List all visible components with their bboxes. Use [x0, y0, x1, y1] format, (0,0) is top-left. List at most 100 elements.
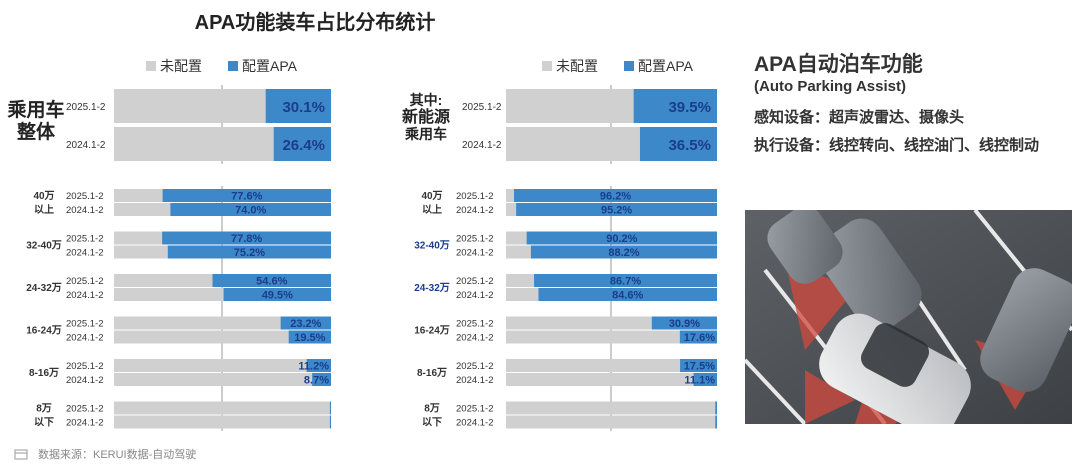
segment-label: 40万 — [33, 190, 54, 202]
right-overall-label-line1: 其中: — [409, 92, 443, 108]
segment-label: 24-32万 — [26, 282, 62, 294]
bar-apa — [167, 245, 331, 259]
period-label: 2024.1-2 — [456, 290, 494, 301]
bar-value-label: 49.5% — [262, 290, 293, 302]
bar-value-label: 74.0% — [235, 205, 266, 217]
period-label: 2024.1-2 — [66, 418, 104, 429]
left-overall-label-line1: 乘用车 — [7, 100, 65, 121]
bar-value-label: 17.5% — [684, 361, 715, 373]
bar-value-label: 75.2% — [234, 247, 265, 259]
apa-info-sensing: 感知设备：超声波雷达、摄像头 — [754, 109, 965, 126]
chart-title: APA功能装车占比分布统计 — [194, 12, 436, 34]
bar-unconfigured — [506, 415, 717, 429]
bar-apa — [679, 330, 717, 344]
segment-label: 以上 — [422, 203, 442, 216]
period-label: 2024.1-2 — [66, 140, 106, 151]
period-label: 2025.1-2 — [462, 102, 502, 113]
period-label: 2024.1-2 — [456, 248, 494, 259]
bar-apa — [633, 89, 717, 123]
left-overall-label-line2: 整体 — [16, 122, 55, 143]
bar-value-label: 26.4% — [282, 137, 325, 154]
segment-label: 8万 — [424, 403, 440, 415]
bar-value-label: 95.2% — [601, 205, 632, 217]
calendar-icon — [14, 449, 28, 460]
bar-apa — [265, 89, 331, 123]
right-overall-label-line3: 乘用车 — [405, 126, 447, 142]
legend-swatch-blue — [228, 61, 238, 71]
period-label: 2025.1-2 — [456, 404, 494, 415]
period-label: 2025.1-2 — [66, 319, 104, 330]
parked-cars — [767, 210, 1072, 392]
period-label: 2024.1-2 — [456, 333, 494, 344]
bar-apa — [212, 274, 331, 287]
bar-apa — [312, 373, 331, 386]
period-label: 2025.1-2 — [456, 361, 494, 372]
legend-swatch-gray — [146, 61, 156, 71]
period-label: 2024.1-2 — [456, 205, 494, 216]
legend-item-configured: 配置APA — [228, 56, 297, 76]
bar-apa — [651, 316, 717, 330]
period-label: 2025.1-2 — [66, 102, 106, 113]
parking-photo — [745, 210, 1072, 424]
legend-item-configured: 配置APA — [624, 56, 693, 76]
legend-label-configured: 配置APA — [638, 58, 693, 74]
segment-label: 16-24万 — [26, 325, 62, 337]
bar-apa — [538, 288, 717, 301]
white-car-windows — [861, 323, 929, 387]
segment-label: 32-40万 — [414, 240, 450, 252]
segment-label: 8万 — [36, 403, 52, 415]
bar-apa — [306, 359, 331, 372]
bar-unconfigured — [506, 373, 717, 386]
legend-item-unconfigured: 未配置 — [542, 56, 598, 76]
bar-apa — [530, 245, 717, 259]
apa-info-subtitle: (Auto Parking Assist) — [754, 78, 906, 95]
legend-label-unconfigured: 未配置 — [160, 58, 202, 74]
segment-label: 以下 — [34, 417, 54, 429]
bar-value-label: 30.9% — [669, 318, 700, 330]
bar-apa — [162, 189, 331, 202]
segment-label: 40万 — [421, 190, 442, 202]
bar-unconfigured — [506, 401, 717, 415]
bar-value-label: 23.2% — [290, 318, 321, 330]
period-label: 2025.1-2 — [66, 191, 104, 202]
bar-apa — [680, 359, 717, 372]
period-label: 2025.1-2 — [456, 276, 494, 287]
bar-apa — [693, 373, 717, 386]
bar-value-label: 96.2% — [600, 191, 631, 203]
bar-unconfigured — [114, 359, 331, 372]
period-label: 2024.1-2 — [462, 140, 502, 151]
bar-value-label: 77.6% — [231, 191, 262, 203]
bar-apa — [514, 189, 717, 202]
right-overall-label: 其中: 新能源 乘用车 — [396, 92, 456, 143]
segment-label: 8-16万 — [417, 367, 447, 379]
bar-apa — [329, 401, 331, 415]
bar-value-label: 11.2% — [298, 361, 329, 373]
bar-apa — [280, 316, 331, 330]
legend-left: 未配置 配置APA — [146, 56, 323, 76]
segment-label: 16-24万 — [414, 325, 450, 337]
period-label: 2025.1-2 — [66, 361, 104, 372]
segment-label: 32-40万 — [26, 240, 62, 252]
right-overall-label-line2: 新能源 — [401, 109, 450, 126]
legend-item-unconfigured: 未配置 — [146, 56, 202, 76]
period-label: 2025.1-2 — [66, 404, 104, 415]
period-label: 2025.1-2 — [456, 234, 494, 245]
footer-source: 数据来源：KERUI数据-自动驾驶 — [14, 446, 196, 462]
period-label: 2025.1-2 — [456, 191, 494, 202]
bar-apa — [526, 231, 717, 245]
legend-swatch-gray — [542, 61, 552, 71]
bar-apa — [223, 288, 331, 301]
bar-unconfigured — [114, 373, 331, 386]
bar-apa — [534, 274, 717, 287]
bar-value-label: 11.1% — [684, 375, 715, 387]
segment-label: 以上 — [34, 203, 54, 216]
period-label: 2025.1-2 — [456, 319, 494, 330]
segment-label: 8-16万 — [29, 367, 59, 379]
bar-unconfigured — [506, 330, 717, 344]
bar-unconfigured — [114, 316, 331, 330]
bar-value-label: 17.6% — [684, 332, 715, 344]
bar-value-label: 36.5% — [668, 137, 711, 154]
bar-value-label: 86.7% — [610, 276, 641, 288]
apa-info-actuation: 执行设备：线控转向、线控油门、线控制动 — [754, 137, 1040, 154]
